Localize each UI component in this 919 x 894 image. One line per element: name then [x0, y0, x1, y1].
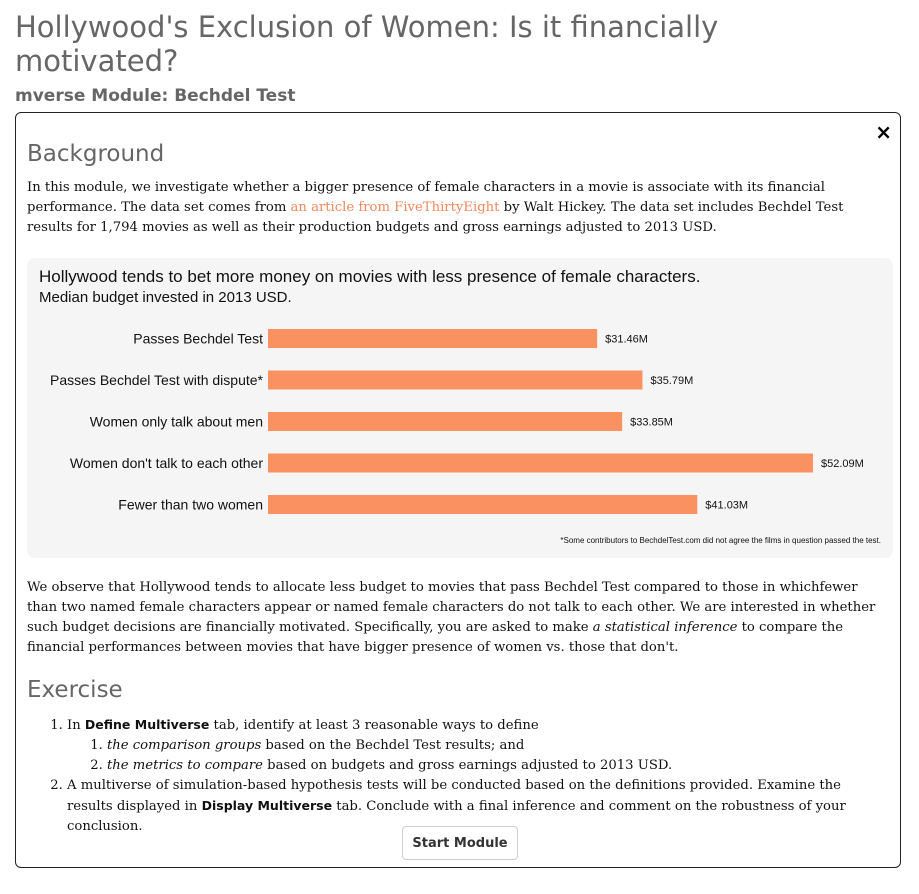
category-label: Women don't talk to each other: [70, 455, 263, 471]
start-module-button[interactable]: Start Module: [402, 826, 518, 860]
budget-bar: [268, 329, 598, 348]
category-label: Women only talk about men: [90, 414, 263, 430]
budget-bar: [268, 370, 643, 390]
chart-subtitle: Median budget invested in 2013 USD.: [39, 289, 292, 306]
observation-paragraph: We observe that Hollywood tends to alloc…: [27, 580, 876, 655]
value-label: $41.03M: [705, 500, 748, 512]
background-paragraph: In this module, we investigate whether a…: [27, 180, 844, 235]
budget-bar: [268, 495, 698, 514]
define-multiverse-tab-ref: Define Multiverse: [84, 717, 210, 732]
chart-footnote: *Some contributors to BechdelTest.com di…: [560, 536, 881, 545]
value-label: $52.09M: [821, 458, 864, 470]
category-label: Fewer than two women: [118, 497, 263, 513]
budget-bar: [268, 412, 623, 431]
category-label: Passes Bechdel Test with dispute*: [50, 372, 264, 388]
page-title: Hollywood's Exclusion of Women: Is it fi…: [15, 10, 719, 78]
exercise-list: In Define Multiverse tab, identify at le…: [27, 715, 887, 837]
value-label: $31.46M: [605, 334, 648, 346]
value-label: $35.79M: [650, 375, 693, 387]
category-label: Passes Bechdel Test: [133, 331, 263, 347]
fivethirtyeight-link[interactable]: an article from FiveThirtyEight: [290, 200, 500, 215]
budget-chart: Hollywood tends to bet more money on mov…: [27, 258, 893, 558]
exercise-item-1: In Define Multiverse tab, identify at le…: [67, 715, 887, 776]
display-multiverse-tab-ref: Display Multiverse: [201, 798, 333, 813]
close-icon[interactable]: ×: [875, 120, 892, 144]
exercise-heading: Exercise: [27, 677, 123, 703]
page-subtitle: mverse Module: Bechdel Test: [15, 86, 296, 106]
module-intro-modal: × Background In this module, we investig…: [15, 112, 901, 868]
chart-title: Hollywood tends to bet more money on mov…: [39, 267, 701, 286]
exercise-item-2: A multiverse of simulation-based hypothe…: [67, 776, 887, 837]
exercise-subitem-2: the metrics to compare based on budgets …: [107, 756, 887, 776]
exercise-subitem-1: the comparison groups based on the Bechd…: [107, 736, 887, 756]
background-heading: Background: [27, 141, 165, 167]
budget-bar: [268, 453, 813, 473]
bar-chart-svg: Passes Bechdel Test $31.46M Passes Bechdel…: [50, 329, 864, 514]
value-label: $33.85M: [630, 417, 673, 429]
